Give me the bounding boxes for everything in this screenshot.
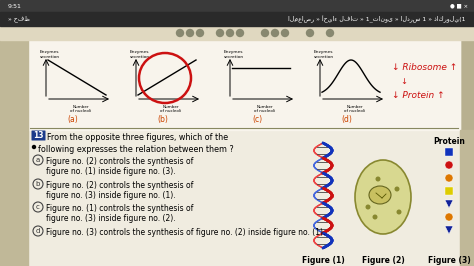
Text: Figure no. (2) controls the synthesis of: Figure no. (2) controls the synthesis of	[46, 157, 193, 166]
Text: Number
of nucleoli: Number of nucleoli	[255, 105, 275, 113]
Text: c: c	[36, 204, 40, 210]
Circle shape	[445, 161, 453, 169]
Ellipse shape	[355, 160, 411, 234]
Text: Number
of nucleoli: Number of nucleoli	[160, 105, 182, 113]
Circle shape	[197, 30, 203, 36]
Text: Protein: Protein	[433, 137, 465, 146]
Circle shape	[375, 177, 381, 181]
Text: figure no. (1) inside figure no. (3).: figure no. (1) inside figure no. (3).	[46, 167, 176, 176]
Bar	[28, 40, 460, 130]
Text: ↓: ↓	[400, 77, 407, 86]
Circle shape	[176, 30, 183, 36]
Text: ● ■ ×: ● ■ ×	[450, 3, 468, 9]
Circle shape	[327, 30, 334, 36]
FancyBboxPatch shape	[31, 131, 46, 140]
Text: (d): (d)	[342, 115, 353, 124]
Text: (a): (a)	[68, 115, 78, 124]
Circle shape	[33, 146, 36, 148]
Text: b: b	[36, 181, 40, 187]
Text: a: a	[36, 157, 40, 163]
Text: Figure no. (3) controls the synthesis of figure no. (2) inside figure no. (1).: Figure no. (3) controls the synthesis of…	[46, 228, 325, 237]
Bar	[445, 148, 453, 156]
Text: 13: 13	[33, 131, 44, 140]
Circle shape	[186, 30, 193, 36]
Polygon shape	[445, 226, 453, 234]
Text: (b): (b)	[157, 115, 168, 124]
Text: Enzymes
secretion: Enzymes secretion	[314, 50, 334, 59]
Circle shape	[237, 30, 244, 36]
Polygon shape	[445, 200, 453, 208]
Bar	[0, 12, 474, 26]
Circle shape	[282, 30, 289, 36]
Circle shape	[445, 213, 453, 221]
Text: » حفظ: » حفظ	[8, 16, 30, 22]
Text: Enzymes
secretion: Enzymes secretion	[224, 50, 244, 59]
Bar	[28, 40, 460, 266]
Text: Figure (2): Figure (2)	[362, 256, 404, 265]
Text: Figure (3): Figure (3)	[428, 256, 470, 265]
Ellipse shape	[369, 186, 391, 204]
Text: المعاصر » أحياء لفات » 1_ثانوى » الدرس 1 » ذاكرولي(1: المعاصر » أحياء لفات » 1_ثانوى » الدرس 1…	[289, 15, 466, 23]
Text: Figure no. (1) controls the synthesis of: Figure no. (1) controls the synthesis of	[46, 204, 193, 213]
Text: ↓ Ribosome ↑: ↓ Ribosome ↑	[392, 64, 457, 73]
Text: figure no. (3) inside figure no. (1).: figure no. (3) inside figure no. (1).	[46, 191, 176, 200]
Circle shape	[365, 205, 371, 210]
Circle shape	[262, 30, 268, 36]
Circle shape	[394, 186, 400, 192]
Circle shape	[272, 30, 279, 36]
Circle shape	[373, 214, 377, 219]
Bar	[0, 0, 474, 12]
Text: figure no. (3) inside figure no. (2).: figure no. (3) inside figure no. (2).	[46, 214, 176, 223]
Circle shape	[307, 30, 313, 36]
Bar	[460, 130, 474, 266]
Text: (c): (c)	[252, 115, 262, 124]
Text: From the opposite three figures, which of the: From the opposite three figures, which o…	[47, 133, 228, 142]
Text: following expresses the relation between them ?: following expresses the relation between…	[38, 145, 234, 154]
Bar	[0, 26, 28, 266]
Text: ↓ Protein ↑: ↓ Protein ↑	[392, 92, 445, 101]
Bar	[445, 187, 453, 195]
Bar	[0, 26, 474, 40]
Text: 9:51: 9:51	[8, 3, 22, 9]
Circle shape	[396, 210, 401, 214]
Text: Number
of nucleoli: Number of nucleoli	[71, 105, 91, 113]
Circle shape	[227, 30, 234, 36]
Circle shape	[217, 30, 224, 36]
Text: Enzymes
secretion: Enzymes secretion	[130, 50, 150, 59]
Text: Number
of nucleoli: Number of nucleoli	[345, 105, 365, 113]
Text: Enzymes
secretion: Enzymes secretion	[40, 50, 60, 59]
Circle shape	[445, 174, 453, 182]
Text: Figure no. (2) controls the synthesis of: Figure no. (2) controls the synthesis of	[46, 181, 193, 190]
Text: d: d	[36, 228, 40, 234]
Text: Figure (1): Figure (1)	[301, 256, 345, 265]
